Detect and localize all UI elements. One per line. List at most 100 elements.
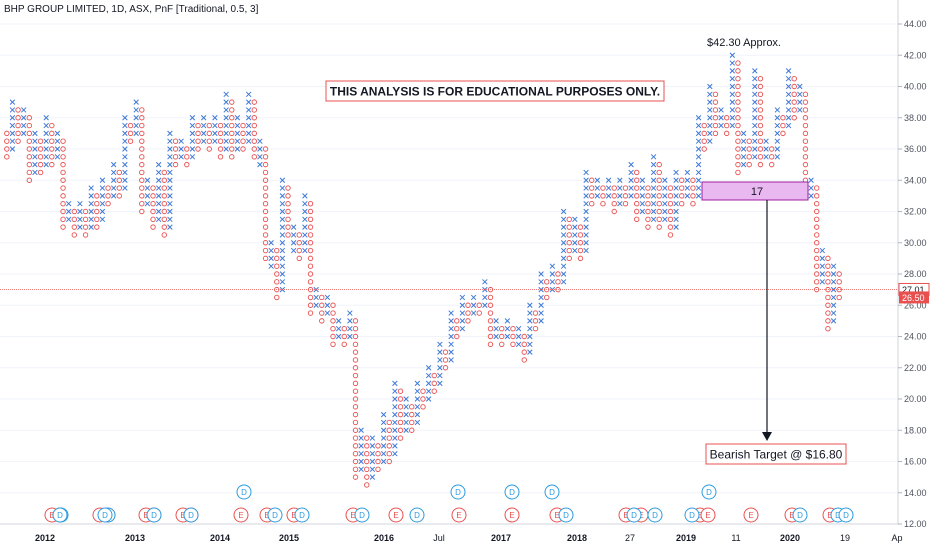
x-box (695, 161, 702, 168)
x-box (527, 310, 533, 316)
x-box (448, 349, 454, 355)
o-box (307, 255, 314, 262)
x-box (302, 240, 308, 246)
x-box (99, 200, 106, 207)
dividend-marker[interactable]: D (558, 507, 574, 523)
dividend-marker[interactable]: D (450, 484, 466, 500)
o-box (37, 138, 44, 144)
dividend-marker[interactable]: D (236, 484, 252, 500)
dividend-marker[interactable]: D (354, 507, 370, 523)
o-box (150, 216, 156, 223)
count-box-annotation[interactable]: 17 (701, 181, 809, 201)
o-box (229, 130, 235, 137)
o-box (262, 216, 269, 223)
o-column (757, 75, 764, 168)
dividend-marker[interactable]: D (183, 507, 199, 523)
x-box (628, 193, 634, 199)
event-label: D (102, 511, 108, 520)
x-box (234, 115, 241, 121)
symbol-legend[interactable]: BHP GROUP LIMITED, 1D, ASX, PnF [Traditi… (4, 4, 259, 15)
dividend-marker[interactable]: D (267, 507, 283, 523)
x-box (155, 169, 162, 176)
dividend-marker[interactable]: D (647, 507, 663, 523)
disclaimer-annotation[interactable]: THIS ANALYSIS IS FOR EDUCATIONAL PURPOSE… (325, 80, 665, 102)
o-column (307, 200, 314, 316)
x-box (560, 279, 567, 285)
x-box (302, 200, 308, 207)
x-box (392, 396, 398, 402)
earnings-marker[interactable]: E (743, 507, 759, 523)
dividend-marker[interactable]: D (52, 507, 68, 523)
o-box (217, 130, 224, 137)
dividend-marker[interactable]: D (684, 507, 700, 523)
dividend-marker[interactable]: D (626, 507, 642, 523)
o-box (37, 146, 44, 152)
x-column (572, 216, 578, 254)
o-box (60, 224, 66, 230)
x-column (245, 91, 252, 144)
x-box (178, 154, 184, 160)
o-box (757, 75, 764, 82)
x-column (628, 161, 634, 199)
o-box (352, 388, 359, 394)
y-tick-label: 12.00 (904, 519, 927, 529)
x-tick-label: 11 (731, 533, 740, 543)
x-box (20, 122, 27, 129)
price-axis[interactable]: 12.00 14.00 16.00 18.00 20.00 22.00 24.00 26.00… (897, 0, 930, 529)
earnings-marker[interactable]: E (700, 507, 716, 523)
dividend-marker[interactable]: D (792, 507, 808, 523)
dividend-marker[interactable]: D (701, 484, 717, 500)
dividend-marker[interactable]: D (97, 507, 113, 523)
time-axis[interactable]: 2012 2013 2014 2015 2016 Jul 2017 2018 27 2019 11 2… (0, 523, 903, 543)
o-box (769, 146, 775, 152)
bearish-target-annotation[interactable]: Bearish Target @ $16.80 (705, 443, 847, 465)
o-box (487, 294, 494, 301)
earnings-marker[interactable]: E (233, 507, 249, 523)
o-box (566, 216, 572, 223)
dividend-marker[interactable]: D (504, 484, 520, 500)
x-box (729, 83, 736, 90)
y-tick-label: 32.00 (904, 207, 927, 217)
o-box (577, 224, 584, 230)
o-box (116, 185, 122, 191)
last-price-marker[interactable]: 26.50 (899, 291, 929, 304)
o-box (667, 224, 674, 230)
o-box (634, 185, 640, 191)
o-box (60, 200, 66, 207)
dividend-marker[interactable]: D (146, 507, 162, 523)
peak-price-label[interactable]: $42.30 Approx. (707, 37, 781, 49)
o-box (240, 138, 246, 144)
earnings-marker[interactable]: E (388, 507, 404, 523)
o-box (161, 232, 167, 238)
x-box (380, 450, 387, 457)
earnings-marker[interactable]: E (504, 507, 520, 523)
x-box (245, 130, 252, 137)
x-box (167, 200, 173, 207)
o-column (431, 372, 437, 394)
x-box (639, 185, 646, 191)
o-box (656, 177, 662, 183)
o-box (589, 193, 595, 199)
o-box (600, 200, 606, 207)
o-box (352, 349, 359, 355)
x-box (785, 107, 792, 113)
o-box (217, 154, 224, 160)
o-box (386, 443, 392, 449)
dividend-marker[interactable]: D (409, 507, 425, 523)
x-box (583, 169, 589, 176)
x-column (178, 138, 184, 160)
x-box (392, 380, 398, 387)
target-arrow[interactable] (762, 200, 772, 441)
x-column (785, 68, 792, 129)
x-box (707, 107, 713, 113)
x-box (459, 318, 466, 324)
o-box (813, 271, 820, 277)
earnings-marker[interactable]: E (451, 507, 467, 523)
dividend-marker[interactable]: D (838, 507, 854, 523)
x-column (538, 271, 544, 324)
x-box (819, 247, 826, 254)
o-box (724, 122, 730, 129)
dividend-marker[interactable]: D (544, 484, 560, 500)
dividend-marker[interactable]: D (294, 507, 310, 523)
